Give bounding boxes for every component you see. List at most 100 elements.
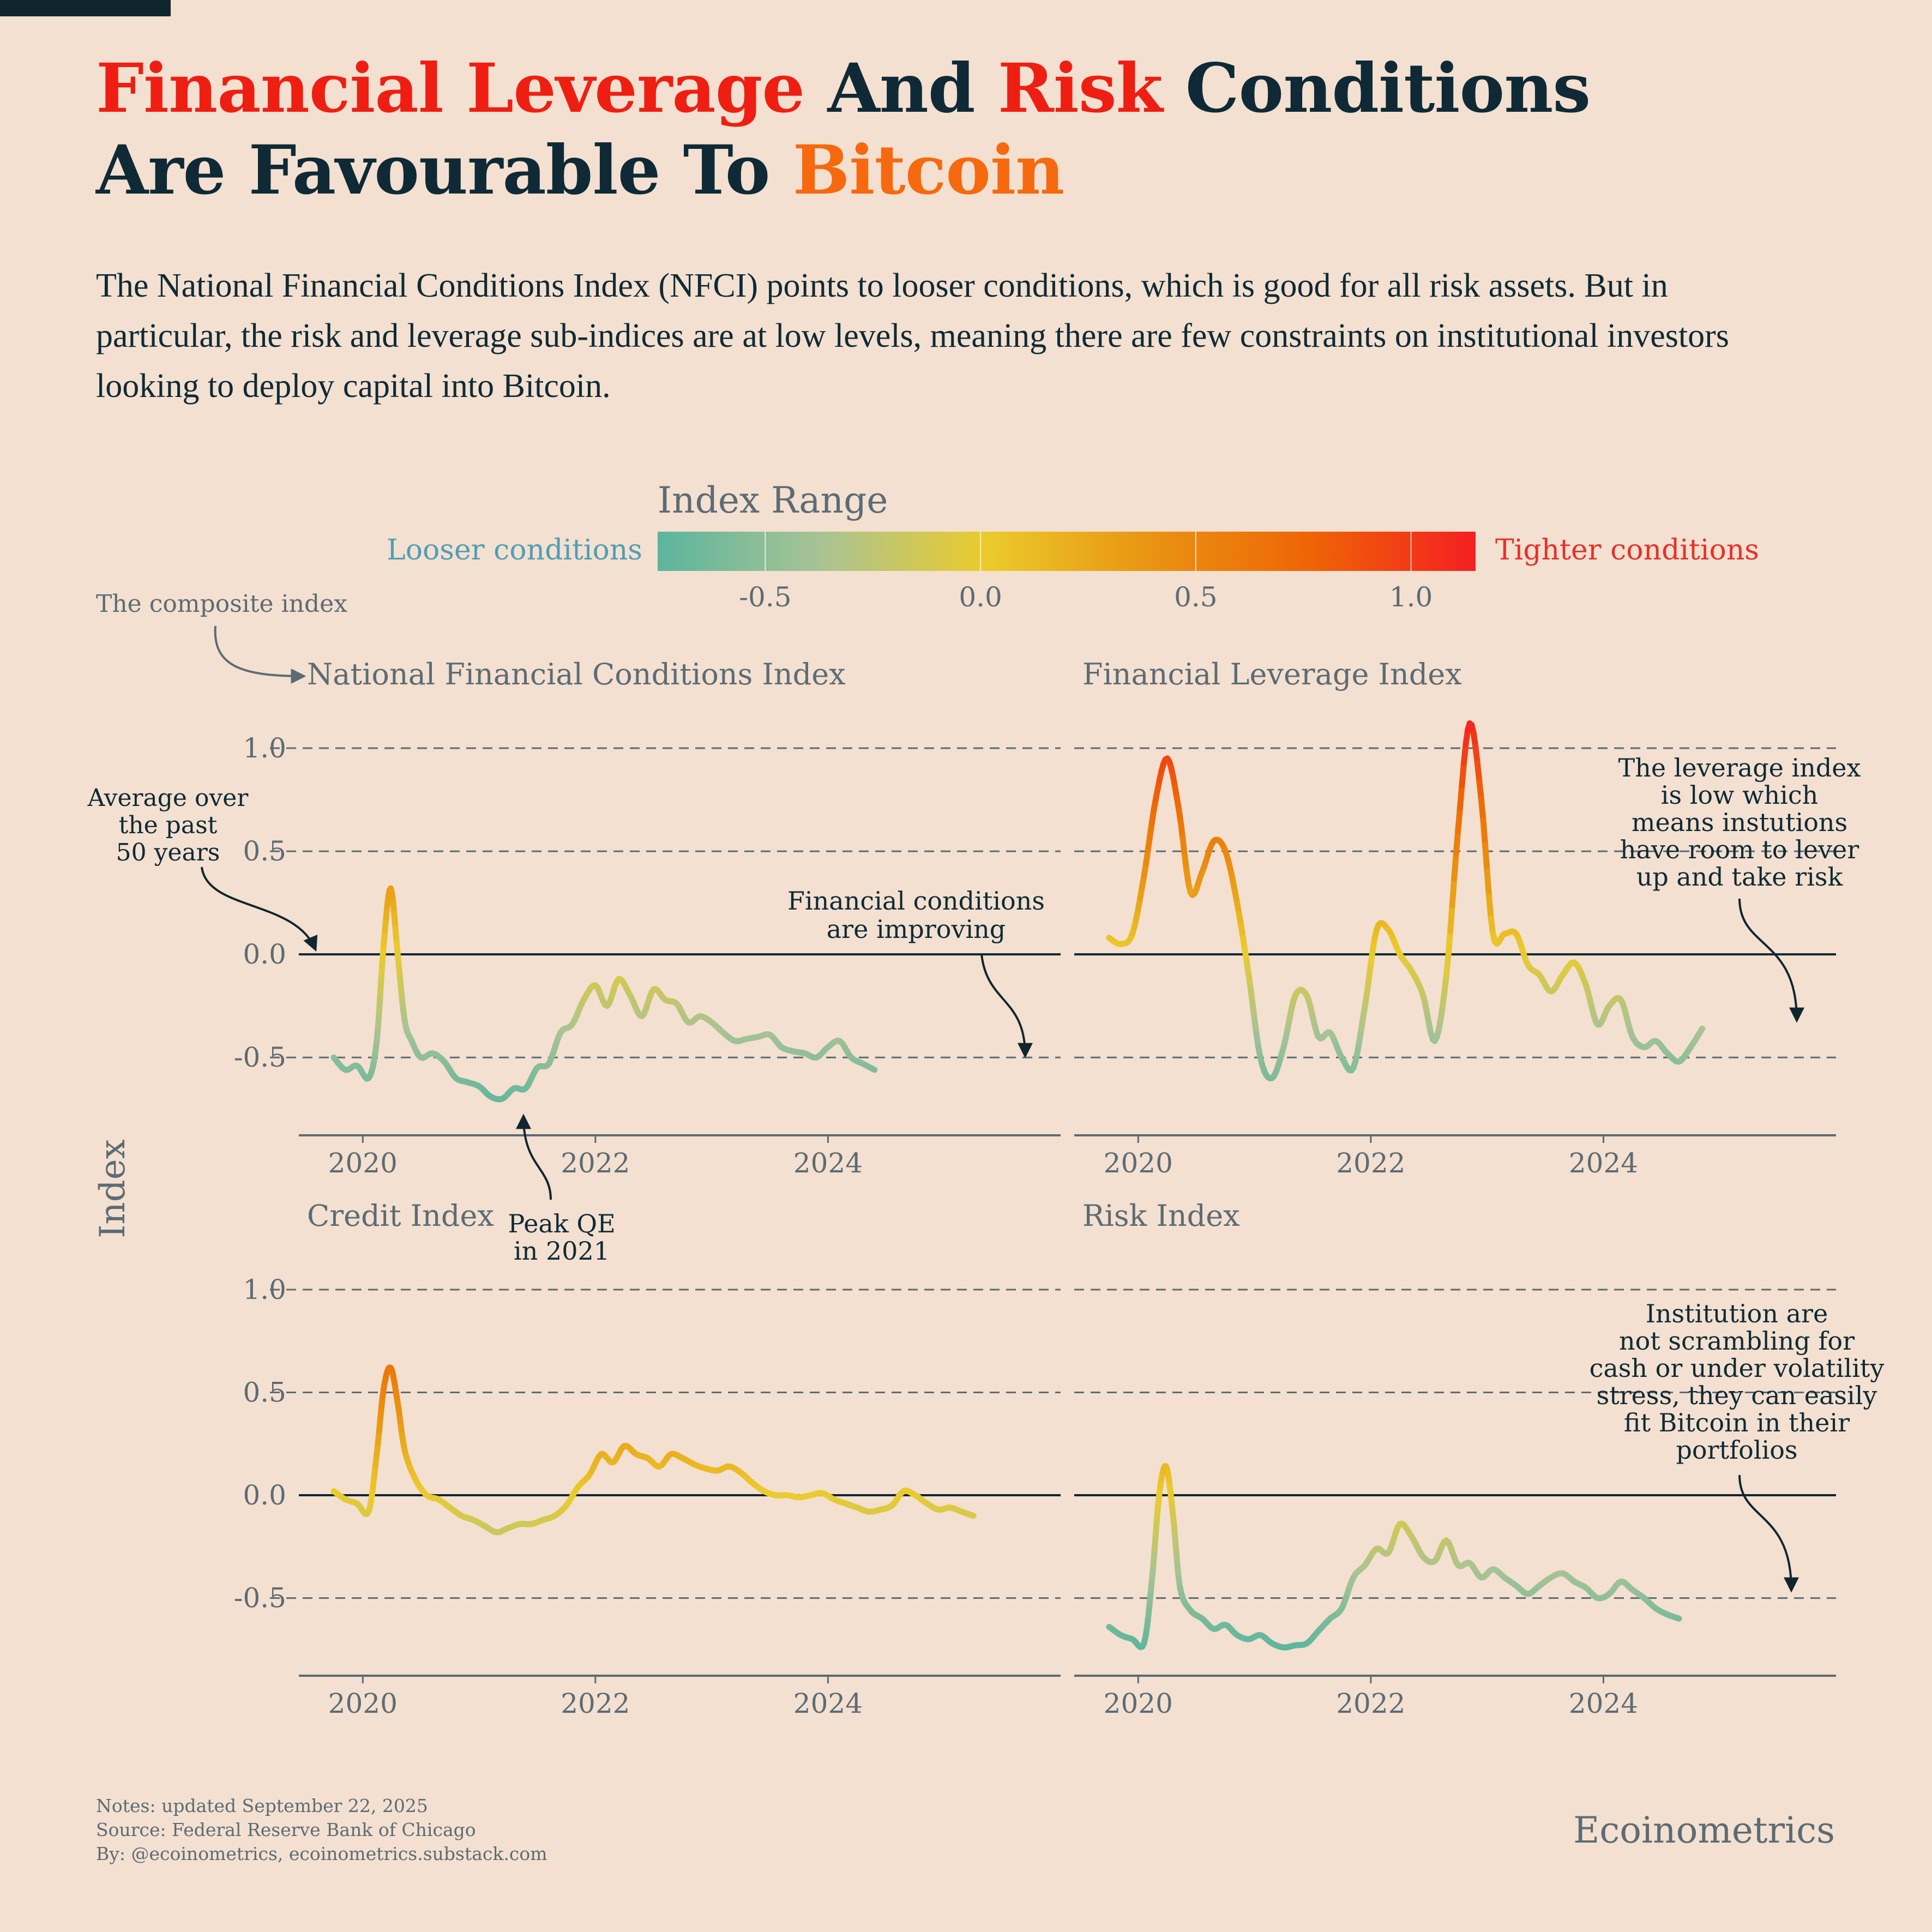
data-point <box>1109 937 1110 938</box>
data-point <box>1329 1618 1331 1619</box>
data-point <box>1341 1057 1343 1058</box>
annotation-line: Institution are <box>1646 1299 1828 1328</box>
data-point <box>473 1519 474 1520</box>
title-part-bitcoin: Bitcoin <box>792 131 1065 210</box>
data-point <box>892 1505 893 1506</box>
y-tick-label: 0.0 <box>243 938 286 970</box>
data-point <box>1213 840 1214 841</box>
data-point <box>1202 1618 1203 1619</box>
data-point <box>1458 830 1459 831</box>
data-point <box>490 1096 491 1097</box>
data-point <box>845 1503 846 1504</box>
data-point <box>1644 1598 1645 1599</box>
data-point <box>729 1466 730 1467</box>
panel-title: Credit Index <box>307 1199 494 1233</box>
data-point <box>827 1046 828 1048</box>
data-point <box>1159 1495 1160 1496</box>
annotation-line: 50 years <box>116 839 220 866</box>
data-point <box>1678 1618 1680 1619</box>
footer-by: By: @ecoinometrics, ecoinometrics.substa… <box>96 1843 547 1864</box>
data-point <box>411 1040 412 1042</box>
data-point <box>449 1507 450 1508</box>
series-segment <box>1698 1025 1706 1034</box>
data-point <box>345 1499 346 1500</box>
data-point <box>1329 1032 1331 1033</box>
data-point <box>1172 1515 1173 1516</box>
data-point <box>1644 1046 1645 1048</box>
data-point <box>688 1022 689 1023</box>
annotation-line: have room to lever <box>1620 835 1859 864</box>
data-point <box>606 1006 607 1007</box>
data-point <box>383 1388 384 1389</box>
data-point <box>1190 892 1191 893</box>
data-point <box>1574 962 1575 963</box>
series-line <box>1106 1463 1682 1651</box>
data-point <box>1179 1587 1181 1588</box>
series-segment <box>1453 827 1461 857</box>
data-point <box>1155 799 1156 801</box>
data-point <box>1318 1036 1319 1037</box>
panel-risk: Risk Index 2020 2022 2024 <box>1074 1199 1836 1719</box>
data-point <box>1307 1643 1308 1644</box>
data-point <box>1434 1561 1435 1562</box>
legend-right-label: Tighter conditions <box>1495 534 1759 567</box>
data-point <box>880 1509 881 1510</box>
annotation-line: Financial conditions <box>787 886 1045 916</box>
data-point <box>1504 933 1505 934</box>
data-point <box>601 1454 602 1455</box>
footer-notes: Notes: updated September 22, 2025 Source… <box>96 1794 547 1866</box>
data-point <box>1364 1564 1365 1566</box>
data-point <box>711 1022 712 1023</box>
panel-title: National Financial Conditions Index <box>307 657 846 691</box>
data-point <box>653 989 654 990</box>
data-point <box>1399 954 1400 955</box>
annotation-average: Average over the past 50 years <box>87 784 249 866</box>
data-point <box>1411 970 1412 971</box>
data-point <box>514 1088 515 1089</box>
arrow-leverage-low <box>1738 898 1804 1023</box>
legend-left-label: Looser conditions <box>387 534 642 567</box>
legend-title: Index Range <box>658 479 888 521</box>
data-point <box>560 1032 561 1033</box>
series-segment <box>1455 805 1463 834</box>
data-point <box>1132 933 1133 934</box>
data-point <box>1202 871 1203 872</box>
data-point <box>595 985 596 986</box>
arrow-institutions <box>1738 1474 1799 1593</box>
x-tick-label: 2022 <box>561 1688 630 1719</box>
data-point <box>775 1495 776 1496</box>
data-point <box>735 1040 736 1042</box>
data-point <box>484 1526 485 1527</box>
data-point <box>1143 1643 1145 1644</box>
data-point <box>1272 1078 1273 1079</box>
data-point <box>1690 1046 1691 1048</box>
top-accent-bar <box>0 0 171 16</box>
series-segment <box>870 1066 878 1073</box>
data-point <box>746 1038 747 1039</box>
data-point <box>420 1057 422 1058</box>
data-point <box>757 1036 759 1037</box>
data-point <box>577 1486 579 1488</box>
data-point <box>1539 1585 1540 1586</box>
data-point <box>1225 1624 1226 1626</box>
subtitle: The National Financial Conditions Index … <box>96 267 1729 405</box>
data-point <box>868 1511 869 1512</box>
legend-tick-label: 0.0 <box>959 581 1002 613</box>
data-point <box>1283 1647 1284 1648</box>
data-point <box>589 1474 590 1475</box>
data-point <box>357 1503 358 1504</box>
data-point <box>383 943 384 944</box>
data-point <box>1446 974 1447 976</box>
annotation-line: in 2021 <box>514 1236 610 1266</box>
data-point <box>537 1067 538 1068</box>
footer-source: Source: Federal Reserve Bank of Chicago <box>96 1819 476 1840</box>
arrow-improving <box>980 954 1033 1058</box>
data-point <box>1411 1536 1412 1537</box>
data-point <box>1632 1036 1633 1037</box>
x-tick-label: 2020 <box>1104 1147 1173 1179</box>
data-point <box>903 1491 904 1492</box>
y-tick-label: -0.5 <box>234 1582 286 1614</box>
data-point <box>949 1507 950 1508</box>
x-tick-label: 2024 <box>1569 1688 1638 1719</box>
data-point <box>1515 1585 1516 1586</box>
